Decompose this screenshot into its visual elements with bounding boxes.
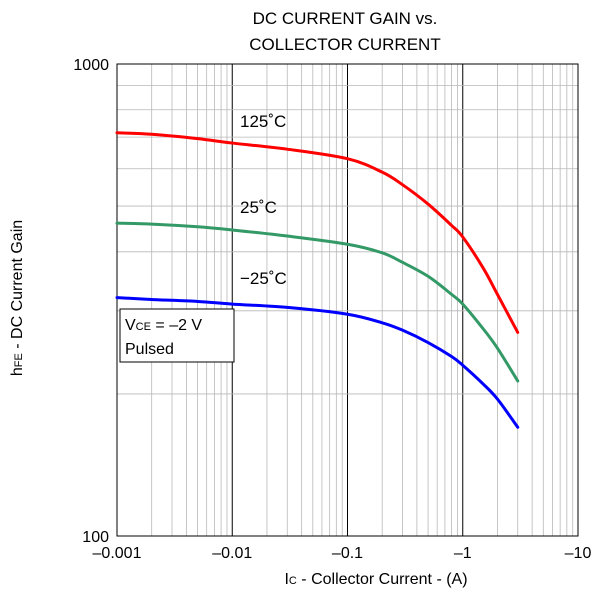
y-axis-label-main: h: [9, 367, 26, 376]
series-line-2: [115, 296, 520, 429]
x-tick-label-3: –1: [454, 545, 472, 562]
legend-line-1-main: V: [125, 317, 136, 334]
x-axis-label-sub: C: [289, 575, 297, 587]
x-tick-label-0: –0.001: [93, 545, 142, 562]
legend-line-2: Pulsed: [125, 341, 174, 358]
y-axis-label-sub: FE: [13, 353, 25, 367]
x-axis-label: IC - Collector Current - (A): [284, 571, 467, 588]
x-tick-label-2: –0.1: [332, 545, 363, 562]
x-axis-label-rest: - Collector Current - (A): [297, 571, 468, 588]
legend-box: VCE = –2 V Pulsed: [119, 308, 235, 363]
chart-title-line-2: COLLECTOR CURRENT: [249, 35, 440, 54]
y-axis-label: hFE - DC Current Gain: [9, 220, 26, 376]
legend-line-1: VCE = –2 V: [125, 317, 202, 334]
y-tick-label-1: 1000: [73, 57, 109, 74]
x-tick-label-1: –0.01: [212, 545, 252, 562]
legend-line-1-sub: CE: [136, 321, 151, 333]
x-axis-label-main: I: [284, 571, 288, 588]
plot-frame: [116, 63, 579, 537]
legend-line-1-rest: = –2 V: [151, 317, 202, 334]
series-line-1: [115, 221, 520, 383]
series-line-0: [115, 131, 520, 334]
tick-labels: –0.001 –0.01 –0.1 –1 –10 100 1000: [73, 57, 591, 562]
series-label-minus25: −25˚C: [240, 269, 287, 288]
series-label-25: 25˚C: [240, 198, 277, 217]
y-tick-label-0: 100: [82, 529, 109, 546]
y-axis-label-rest: - DC Current Gain: [9, 220, 26, 353]
grid: [116, 64, 578, 537]
series-label-125: 125˚C: [240, 112, 286, 131]
series-group: [115, 131, 520, 429]
legend-frame: [119, 308, 235, 363]
x-tick-label-4: –10: [565, 545, 592, 562]
chart-title-line-1: DC CURRENT GAIN vs.: [253, 9, 438, 28]
